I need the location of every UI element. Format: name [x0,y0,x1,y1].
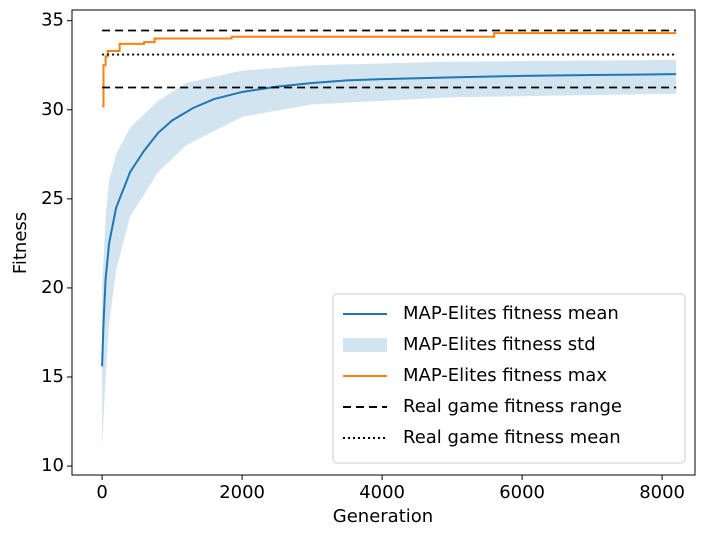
y-axis-label: Fitness [10,212,31,274]
x-axis-label: Generation [333,506,433,527]
max-line [102,32,677,108]
legend-label: MAP-Elites fitness std [403,334,596,355]
x-tick-label: 8000 [639,482,685,503]
legend-label: MAP-Elites fitness mean [403,303,619,324]
mean-line [101,73,677,367]
x-tick-label: 0 [96,482,107,503]
y-tick-label: 30 [41,99,64,120]
y-tick-label: 15 [41,366,64,387]
legend-box [332,293,686,464]
legend-label: Real game fitness mean [403,427,621,448]
x-tick-label: 2000 [219,482,265,503]
legend-swatch [343,338,387,352]
y-tick-label: 25 [41,188,64,209]
plot-frame [71,9,696,476]
y-tick-label: 10 [41,455,64,476]
y-tick-label: 20 [41,277,64,298]
x-tick-label: 4000 [359,482,405,503]
legend-label: Real game fitness range [403,396,622,417]
legend-label: MAP-Elites fitness max [403,365,607,386]
y-tick-label: 35 [41,10,64,31]
x-tick-label: 6000 [499,482,545,503]
